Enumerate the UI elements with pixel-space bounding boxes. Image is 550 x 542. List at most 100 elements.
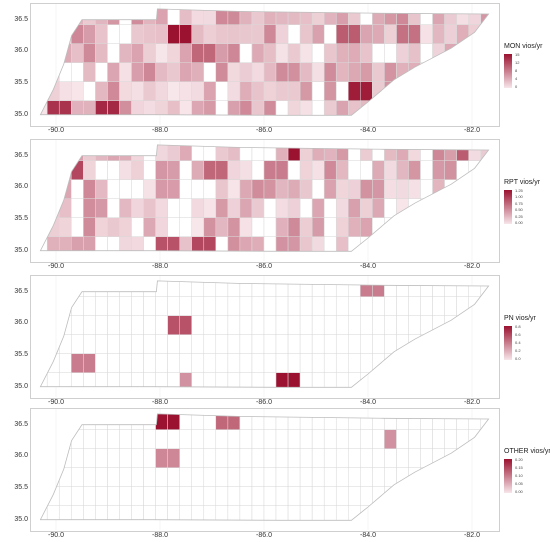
county: [444, 467, 457, 487]
legend-color-bar: [504, 190, 512, 224]
county: [107, 486, 120, 506]
county: [323, 486, 337, 506]
county: [95, 429, 108, 449]
y-tick-label: 35.5: [14, 79, 28, 86]
county: [408, 448, 421, 468]
county: [155, 467, 168, 487]
legend-tick-label: 0.6: [515, 332, 521, 337]
county: [203, 413, 217, 430]
county: [119, 413, 132, 430]
county: [384, 429, 397, 449]
county: [299, 448, 313, 468]
county: [215, 486, 229, 506]
county: [336, 413, 349, 430]
county: [468, 486, 481, 506]
legend-tick-label: 0.00: [515, 220, 523, 225]
county: [299, 429, 313, 449]
county: [372, 467, 385, 487]
county: [275, 467, 289, 487]
county: [396, 413, 409, 430]
y-tick-label: 35.5: [14, 351, 28, 358]
county: [227, 448, 241, 468]
county: [360, 467, 373, 487]
legend-tick-label: 0.2: [515, 348, 521, 353]
legend-tick-label: 12: [515, 60, 520, 65]
county: [432, 486, 445, 506]
county: [323, 448, 337, 468]
county: [372, 429, 385, 449]
legend-title: PN vios/yr: [504, 315, 536, 322]
county: [336, 467, 349, 487]
county: [480, 448, 489, 468]
county: [456, 448, 469, 468]
x-tick-label: -86.0: [256, 532, 272, 539]
county: [480, 505, 489, 521]
legend-title: RPT vios/yr: [504, 179, 541, 186]
county: [107, 413, 120, 430]
legend-tick-label: 0.10: [515, 473, 523, 478]
county: [215, 467, 229, 487]
county: [275, 448, 289, 468]
y-tick-label: 36.0: [14, 452, 28, 460]
county: [275, 505, 289, 521]
county: [444, 429, 457, 449]
county: [311, 429, 325, 449]
county: [420, 467, 433, 487]
county: [311, 448, 325, 468]
county: [40, 429, 48, 449]
county: [179, 413, 192, 430]
county: [227, 413, 241, 430]
county: [408, 429, 421, 449]
county: [287, 448, 301, 468]
county: [143, 467, 156, 487]
legend-tick-label: 1.00: [515, 194, 523, 200]
county: [191, 429, 204, 449]
county: [456, 413, 469, 430]
county: [348, 467, 361, 487]
county: [95, 505, 108, 521]
county: [167, 413, 180, 430]
county: [323, 505, 337, 521]
x-tick-label: -86.0: [256, 263, 272, 270]
county: [456, 486, 469, 506]
county: [420, 486, 433, 506]
county: [348, 429, 361, 449]
county: [95, 448, 108, 468]
county: [480, 486, 489, 506]
county: [444, 486, 457, 506]
county: [432, 467, 445, 487]
county: [251, 486, 265, 506]
county: [46, 448, 60, 468]
county: [444, 505, 457, 521]
county: [155, 486, 168, 506]
county: [59, 505, 72, 521]
county: [119, 505, 132, 521]
y-tick-label: 36.5: [14, 15, 28, 23]
county: [59, 467, 72, 487]
county: [287, 467, 301, 487]
legend-tick-label: 0: [515, 84, 518, 89]
x-tick-label: -82.0: [464, 399, 480, 406]
legend-tick-label: 0.05: [515, 481, 523, 486]
county: [456, 467, 469, 487]
county: [191, 448, 204, 468]
county: [444, 413, 457, 430]
county: [311, 486, 325, 506]
county: [179, 448, 192, 468]
county: [40, 467, 48, 487]
county: [336, 429, 349, 449]
legend-tick-label: 0.15: [515, 465, 523, 470]
county: [227, 467, 241, 487]
county: [131, 413, 144, 430]
county: [143, 486, 156, 506]
county: [299, 413, 313, 430]
county: [468, 413, 481, 430]
county: [468, 448, 481, 468]
county: [83, 467, 96, 487]
y-tick-label: 35.0: [14, 110, 28, 118]
county: [167, 429, 180, 449]
county: [299, 467, 313, 487]
county: [372, 505, 385, 521]
legend-tick-label: 15: [515, 52, 520, 57]
